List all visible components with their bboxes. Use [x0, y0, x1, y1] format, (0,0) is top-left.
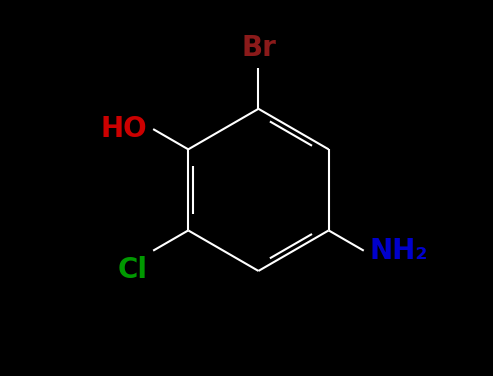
Text: Br: Br [241, 35, 276, 62]
Text: Cl: Cl [117, 256, 147, 285]
Text: HO: HO [101, 115, 147, 143]
Text: NH₂: NH₂ [370, 237, 428, 265]
